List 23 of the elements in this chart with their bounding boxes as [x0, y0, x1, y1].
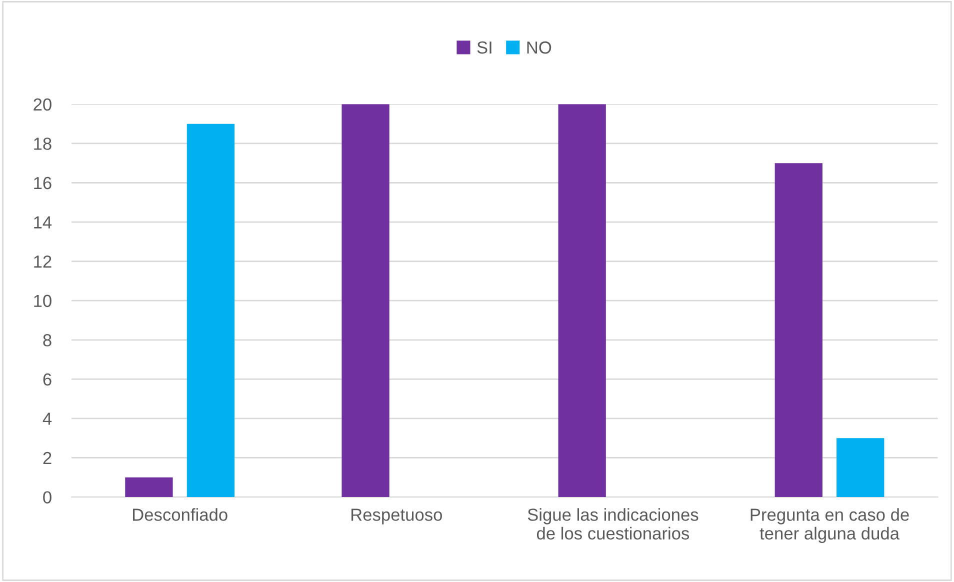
- x-tick-label: Pregunta en caso de tener alguna duda: [750, 508, 909, 544]
- bar: [774, 163, 822, 498]
- legend-label: NO: [527, 41, 552, 54]
- bar: [558, 104, 606, 498]
- y-tick-label: 18: [34, 138, 52, 150]
- bar: [342, 104, 390, 498]
- x-tick-label: Desconfiado: [133, 508, 228, 521]
- y-tick-label: 14: [34, 216, 52, 228]
- x-tick-label: Sigue las indicaciones de los cuestionarios: [528, 508, 698, 540]
- y-tick-label: 2: [43, 452, 52, 464]
- bar: [125, 477, 173, 498]
- y-tick-label: 20: [34, 98, 52, 111]
- y-tick-label: 12: [34, 255, 52, 268]
- bar: [836, 438, 884, 498]
- y-tick-label: 0: [43, 491, 52, 504]
- y-tick-label: 4: [42, 412, 52, 425]
- y-tick-label: 10: [34, 294, 52, 308]
- y-tick-label: 16: [34, 176, 52, 190]
- x-tick-label: Respetuoso: [351, 508, 442, 524]
- y-tick-label: 8: [43, 334, 52, 346]
- legend-label: SI: [477, 41, 492, 54]
- bar: [186, 124, 235, 498]
- y-tick-label: 6: [43, 373, 52, 386]
